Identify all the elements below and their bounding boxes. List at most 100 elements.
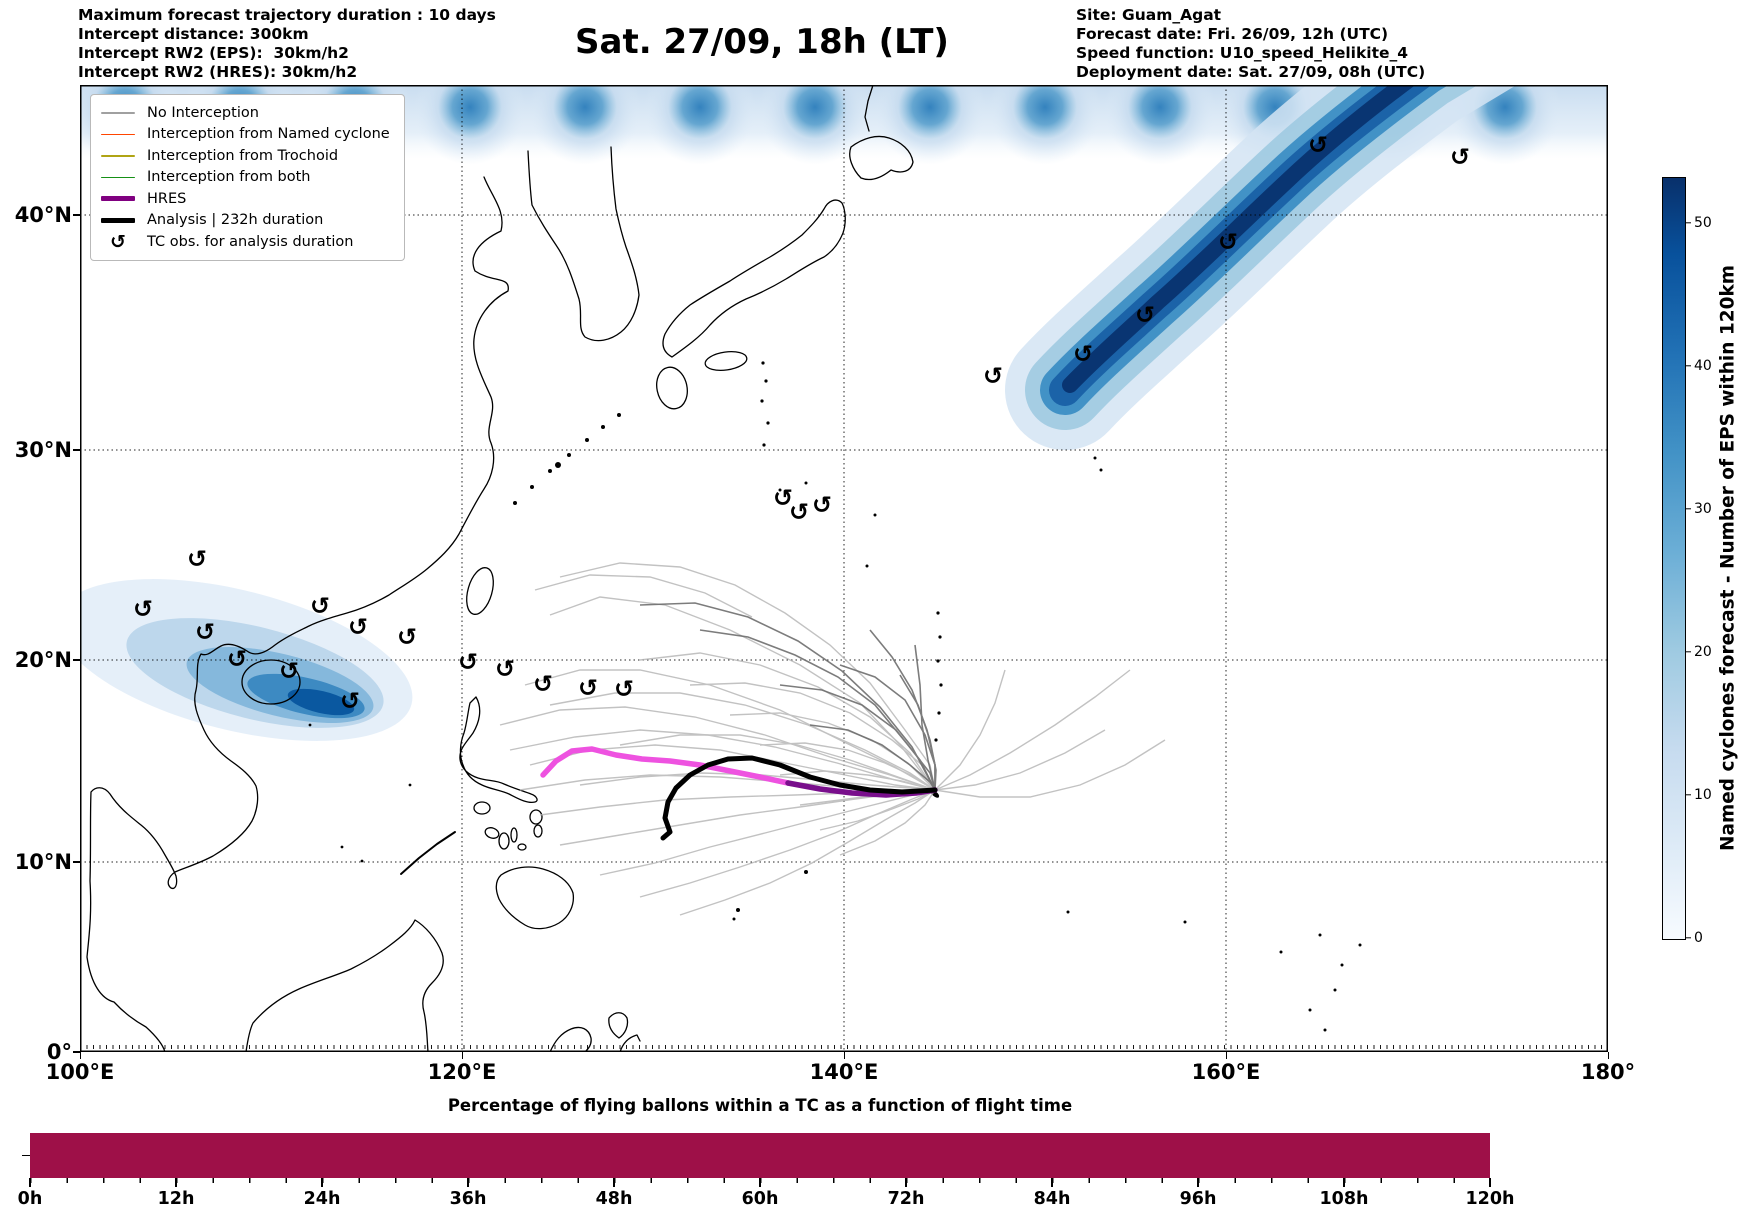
lon-tick-label: 180°	[1580, 1060, 1636, 1084]
lat-tickmark	[73, 449, 80, 451]
colorbar-tick-label: 40	[1694, 357, 1712, 374]
lat-tickmark	[73, 1051, 80, 1053]
tc-obs-symbol: ↺	[397, 623, 417, 651]
island-dot	[1308, 1008, 1312, 1012]
density-ne-cyclone-band	[1005, 0, 1560, 450]
bar-chart-tick-label: 60h	[741, 1189, 779, 1209]
tc-obs-symbol: ↺	[1135, 301, 1155, 329]
lat-tick-label: 0°	[46, 1040, 72, 1064]
island-dot	[1066, 910, 1070, 914]
ensemble-track	[934, 729, 1106, 791]
legend-line-swatch	[101, 176, 135, 178]
island-dot	[408, 783, 412, 787]
ensemble-track	[524, 669, 936, 791]
header-left-parameters: Maximum forecast trajectory duration : 1…	[78, 6, 496, 82]
island-dot	[761, 361, 765, 365]
tc-obs-symbol: ↺	[340, 687, 360, 715]
ensemble-track	[934, 669, 1006, 791]
island-dot	[340, 845, 344, 849]
island-dot	[555, 462, 561, 468]
header-left-line: Maximum forecast trajectory duration : 1…	[78, 6, 496, 24]
island-dot	[308, 723, 312, 727]
island-dot	[513, 501, 517, 505]
legend-line	[101, 217, 135, 223]
lat-tickmark	[73, 861, 80, 863]
island-dot	[762, 443, 766, 447]
density-blob-core	[438, 75, 502, 139]
density-blob-core	[1013, 75, 1077, 139]
ensemble-track	[559, 562, 936, 791]
island-dot	[873, 513, 877, 517]
tc-obs-symbol: ↺	[578, 674, 598, 702]
island-dot	[1323, 1028, 1327, 1032]
ensemble-track	[809, 724, 936, 791]
bar-chart-tick-label: 72h	[887, 1189, 925, 1209]
lat-tick-label: 10°N	[14, 850, 72, 874]
ensemble-track	[699, 629, 936, 791]
legend-item: Analysis | 232h duration	[101, 210, 390, 232]
lon-tick-label: 120°E	[427, 1060, 497, 1084]
bar-chart-tick-label: 48h	[595, 1189, 633, 1209]
density-blob-core	[1128, 75, 1192, 139]
bar-chart-tickmark	[759, 1178, 761, 1187]
ensemble-track	[509, 729, 936, 791]
ensemble-track	[639, 789, 936, 898]
bar-chart-tick-label: 12h	[157, 1189, 195, 1209]
island-dot	[1183, 920, 1187, 924]
ensemble-track	[819, 789, 936, 831]
analysis-track	[660, 755, 938, 841]
ensemble-track	[619, 734, 936, 791]
legend-line-swatch	[101, 196, 135, 202]
density-blob-core	[898, 75, 962, 139]
coastlines	[86, 84, 914, 1053]
bar-chart-tick-label: 108h	[1319, 1189, 1369, 1209]
island-dot	[934, 738, 938, 742]
header-left-line: Intercept distance: 300km	[78, 25, 309, 43]
island-dot	[1279, 950, 1283, 954]
colorbar-tick-label: 0	[1694, 930, 1703, 946]
island-dot	[760, 399, 764, 403]
legend-line-swatch	[101, 133, 135, 135]
tc-obs-symbol: ↺	[187, 545, 207, 573]
colorbar-tickmark	[1685, 937, 1691, 939]
legend-label: Interception from Trochoid	[147, 147, 339, 164]
lon-tickmark	[461, 1052, 463, 1059]
legend-line-swatch	[101, 112, 135, 114]
tc-obs-symbol: ↺	[614, 675, 634, 703]
bar-chart-tickmark	[29, 1178, 31, 1187]
density-blob-core	[783, 75, 847, 139]
header-left-line: Intercept RW2 (EPS): 30km/h2	[78, 44, 349, 62]
bar-chart-title: Percentage of flying ballons within a TC…	[447, 1096, 1073, 1115]
island-dot	[939, 683, 943, 687]
ensemble-track	[639, 602, 936, 791]
lat-tickmark	[73, 214, 80, 216]
ensemble-track	[534, 574, 753, 618]
header-left-line: Intercept RW2 (HRES): 30km/h2	[78, 63, 358, 81]
ensemble-track	[679, 789, 936, 916]
ensemble-track	[639, 652, 936, 791]
ensemble-track	[779, 770, 936, 791]
island-dot	[1340, 963, 1344, 967]
ensemble-track	[934, 669, 1131, 791]
bar-chart-tick-label: 24h	[303, 1189, 341, 1209]
island-dot	[938, 635, 942, 639]
tc-obs-symbol: ↺	[310, 592, 330, 620]
island-dot	[732, 917, 736, 921]
tc-obs-symbol: ↺	[533, 670, 553, 698]
tc-obs-symbol: ↺	[279, 657, 299, 685]
island-dot	[936, 611, 940, 615]
legend-line	[101, 155, 135, 157]
page-title: Sat. 27/09, 18h (LT)	[575, 22, 949, 62]
hres-track-magenta	[540, 746, 791, 786]
bar-chart-tick-label: 120h	[1465, 1189, 1515, 1209]
bar-chart-tickmark	[1197, 1178, 1199, 1187]
ensemble-track	[869, 629, 936, 790]
colorbar-tick-label: 20	[1694, 643, 1712, 660]
lat-tick-label: 40°N	[14, 203, 72, 227]
map-legend: No Interception Interception from Named c…	[90, 94, 405, 261]
island-dot	[1099, 468, 1103, 472]
lat-tick-label: 20°N	[14, 648, 72, 672]
colorbar-label: Named cyclones forecast - Number of EPS …	[1717, 264, 1739, 851]
colorbar-tickmark	[1685, 222, 1691, 224]
ensemble-track	[599, 789, 936, 876]
